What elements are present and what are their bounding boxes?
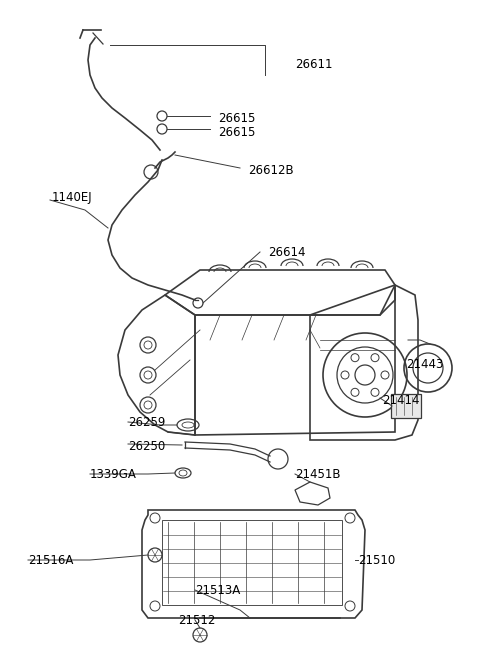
Text: 26612B: 26612B (248, 163, 294, 176)
Text: 21510: 21510 (358, 554, 395, 567)
Text: 21516A: 21516A (28, 554, 73, 567)
Text: 21512: 21512 (178, 613, 216, 626)
Text: 21414: 21414 (382, 394, 420, 407)
Text: 26615: 26615 (218, 112, 255, 125)
Text: 1339GA: 1339GA (90, 468, 137, 480)
Text: 1140EJ: 1140EJ (52, 190, 93, 203)
Text: 26611: 26611 (295, 58, 333, 72)
FancyBboxPatch shape (391, 394, 421, 418)
Text: 21451B: 21451B (295, 468, 340, 480)
Text: 21513A: 21513A (195, 583, 240, 596)
Text: 21443: 21443 (406, 358, 444, 371)
Text: 26614: 26614 (268, 245, 305, 258)
Text: 26250: 26250 (128, 440, 165, 453)
Text: 26259: 26259 (128, 415, 166, 428)
Text: 26615: 26615 (218, 125, 255, 138)
